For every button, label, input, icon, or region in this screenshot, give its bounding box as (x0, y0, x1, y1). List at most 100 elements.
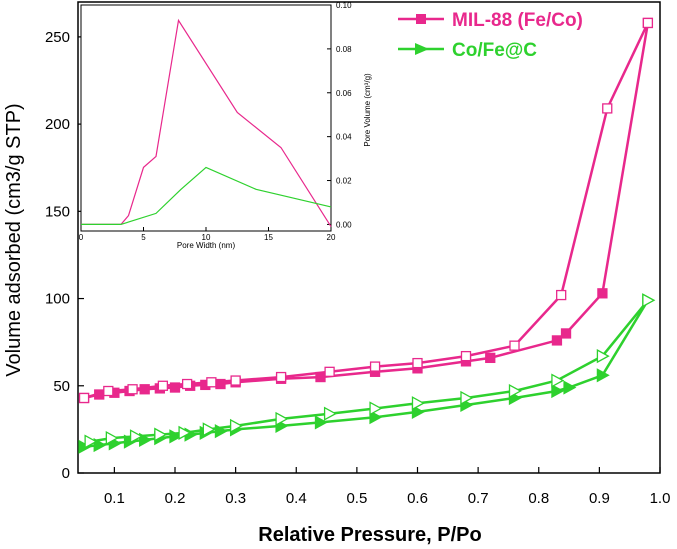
series-1-adsorption-point (214, 424, 228, 439)
series-1-desorption-point (460, 390, 474, 406)
series-1-desorption-point (178, 425, 192, 440)
inset-y-ticks: 0.00 0.02 0.04 0.06 0.08 0.10 (327, 1, 352, 229)
inset-series-0-line (81, 18, 332, 227)
series-1-desorption-point (323, 406, 337, 421)
series-1-desorption-point (202, 422, 216, 437)
x-tick-label: 0.8 (528, 490, 549, 507)
series-1-adsorption-point (411, 404, 425, 420)
x-tick-label: 0.2 (165, 490, 186, 507)
inset-y-tick-label: 0.08 (336, 45, 352, 54)
series-1-desorption-point (275, 411, 289, 427)
series-1-adsorption-point (369, 410, 383, 425)
series-1-adsorption-point (93, 437, 107, 453)
y-axis-title: Volume adsorbed (cm3/g STP) (3, 103, 25, 376)
series-0-desorption-point (230, 375, 241, 386)
series-0-desorption-point (275, 371, 287, 383)
series-1-desorption-point (411, 396, 425, 411)
series-0-adsorption-point (315, 371, 326, 383)
series-1-adsorption-point (169, 429, 183, 444)
legend-label-cofec: Co/Fe@C (452, 40, 537, 61)
series-1-desorption-point (508, 383, 522, 399)
series-1-adsorption-point (563, 380, 577, 395)
legend: MIL-88 (Fe/Co) Co/Fe@C (398, 10, 583, 61)
series-1-desorption-point (154, 427, 168, 442)
series-0-desorption-point (369, 361, 381, 372)
x-tick-label: 0.3 (225, 490, 246, 507)
series-1-desorption-point (642, 293, 656, 308)
inset-x-tick-label: 0 (79, 233, 84, 242)
series-1-desorption-point (369, 401, 383, 416)
legend-marker-cofec (415, 43, 429, 55)
x-tick-label: 0.7 (468, 490, 489, 507)
inset-x-tick-label: 20 (327, 233, 336, 242)
legend-marker-mil88 (416, 14, 426, 24)
series-1-desorption-point (129, 429, 143, 444)
series-0-desorption-point (460, 350, 472, 362)
series-1 (78, 293, 656, 454)
inset-x-ticks: 0 5 10 15 20 (79, 227, 336, 242)
y-tick-label: 150 (45, 203, 70, 220)
x-tick-label: 1.0 (650, 490, 671, 507)
series-1-desorption-point (596, 349, 610, 364)
inset-y-tick-label: 0.02 (336, 177, 352, 186)
y-tick-label: 250 (45, 29, 70, 46)
x-axis-ticks: 0.1 0.2 0.3 0.4 0.5 0.6 0.7 0.8 0.9 1.0 (104, 467, 670, 507)
series-0-desorption-point (556, 289, 567, 301)
series-0-adsorption-point (551, 335, 563, 346)
x-tick-label: 0.9 (589, 490, 610, 507)
series-1-desorption-point (84, 434, 98, 449)
series-0-adsorption-point (485, 352, 496, 364)
inset-x-axis-title: Pore Width (nm) (177, 241, 236, 250)
inset-series-layer (81, 18, 332, 227)
series-0-adsorption-point (560, 328, 572, 339)
y-tick-label: 50 (53, 378, 70, 395)
x-axis-title: Relative Pressure, P/Po (258, 524, 481, 546)
inset-y-axis-title: Pore Volume (cm³/g) (363, 73, 372, 147)
inset-y-tick-label: 0.00 (336, 220, 352, 229)
series-0 (78, 17, 654, 404)
series-0-adsorption-point (94, 389, 105, 400)
series-1-adsorption-point (314, 415, 328, 430)
x-tick-label: 0.6 (407, 490, 428, 507)
series-0-desorption-point (157, 380, 169, 391)
series-1-adsorption-point (551, 383, 565, 399)
inset-x-tick-label: 5 (141, 233, 146, 242)
inset-x-tick-label: 10 (202, 233, 211, 242)
y-tick-label: 200 (45, 116, 70, 133)
series-0-desorption-point (78, 392, 90, 404)
y-tick-label: 0 (62, 465, 70, 482)
inset-y-tick-label: 0.10 (336, 1, 352, 10)
series-0-desorption-point (181, 378, 193, 390)
inset-series-1-line (81, 166, 332, 225)
series-0-adsorption-point (597, 288, 608, 299)
series-1-desorption-point (105, 431, 119, 446)
series-1-adsorption-point (139, 432, 153, 447)
series-0-adsorption-point (169, 382, 181, 393)
series-1-desorption-point (229, 418, 243, 433)
series-0-desorption-point (602, 103, 613, 114)
x-tick-label: 0.1 (104, 490, 125, 507)
inset-x-tick-label: 15 (264, 233, 273, 242)
inset-y-tick-label: 0.06 (336, 89, 352, 98)
inset-y-tick-label: 0.04 (336, 133, 352, 142)
series-0-desorption-point (103, 385, 114, 397)
inset-chart: 0 5 10 15 20 0.00 0.02 0.04 0.06 0.08 0.10 Pore W… (79, 1, 372, 250)
series-layer (78, 17, 656, 454)
series-0-desorption-point (206, 377, 217, 388)
inset-frame (80, 4, 332, 232)
series-0-desorption-point (412, 357, 423, 369)
series-1-adsorption-point (596, 368, 610, 383)
series-0-desorption-point (324, 366, 335, 377)
series-0-desorption-point (127, 384, 138, 395)
series-0-desorption-point (509, 340, 520, 351)
y-tick-label: 100 (45, 291, 70, 308)
legend-label-mil88: MIL-88 (Fe/Co) (452, 10, 583, 31)
series-0-adsorption-point (139, 384, 150, 395)
x-tick-label: 0.5 (346, 490, 367, 507)
plot-frame (77, 1, 661, 474)
series-1-desorption-point (551, 373, 565, 388)
x-tick-label: 0.4 (286, 490, 307, 507)
series-1-desorption-line (89, 299, 649, 443)
series-0-adsorption-point (215, 378, 226, 390)
